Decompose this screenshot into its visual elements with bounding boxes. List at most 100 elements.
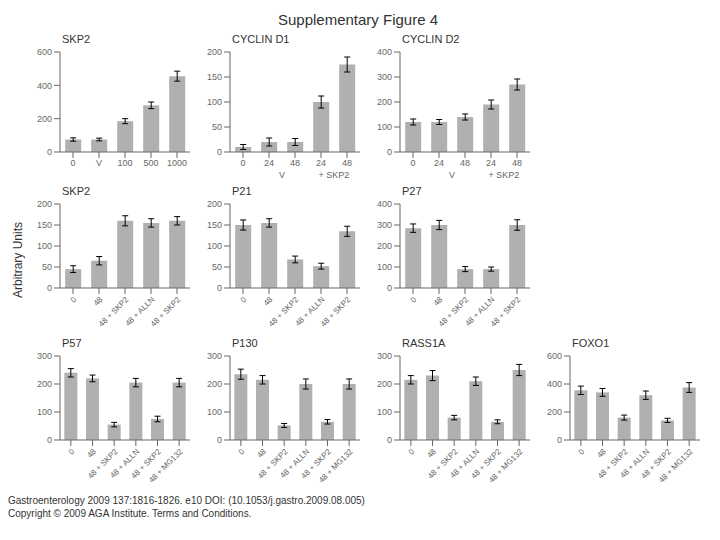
svg-text:600: 600 (547, 351, 562, 361)
svg-text:48: 48 (342, 158, 352, 168)
svg-text:50: 50 (42, 262, 52, 272)
svg-text:24: 24 (264, 158, 274, 168)
svg-text:V: V (96, 158, 102, 168)
svg-text:100: 100 (207, 241, 222, 251)
svg-text:200: 200 (377, 97, 392, 107)
svg-text:50: 50 (212, 262, 222, 272)
svg-text:200: 200 (207, 379, 222, 389)
svg-text:48: 48 (255, 447, 268, 460)
svg-text:48 + SKP2: 48 + SKP2 (256, 447, 290, 481)
svg-text:200: 200 (377, 241, 392, 251)
svg-text:0: 0 (67, 447, 77, 457)
svg-text:100: 100 (117, 158, 132, 168)
svg-text:48: 48 (432, 295, 445, 308)
svg-text:48 + SKP2: 48 + SKP2 (469, 447, 503, 481)
svg-text:48 + SKP2: 48 + SKP2 (436, 295, 471, 329)
svg-text:48 + SKP2: 48 + SKP2 (96, 295, 131, 329)
svg-text:400: 400 (377, 199, 392, 209)
svg-text:200: 200 (37, 379, 52, 389)
svg-text:48 + ALLN: 48 + ALLN (618, 447, 652, 480)
svg-text:48: 48 (595, 447, 608, 460)
svg-text:100: 100 (207, 407, 222, 417)
svg-text:48 + ALLN: 48 + ALLN (278, 447, 312, 480)
svg-text:48 + ALLN: 48 + ALLN (293, 295, 327, 328)
svg-text:200: 200 (547, 407, 562, 417)
svg-text:100: 100 (207, 97, 222, 107)
svg-text:200: 200 (37, 114, 52, 124)
svg-text:300: 300 (377, 72, 392, 82)
svg-text:48 + MG132: 48 + MG132 (147, 447, 185, 485)
svg-text:400: 400 (37, 81, 52, 91)
svg-text:200: 200 (207, 47, 222, 57)
svg-text:0: 0 (217, 283, 222, 293)
svg-text:48 + MG132: 48 + MG132 (487, 447, 525, 485)
svg-text:0: 0 (387, 435, 392, 445)
svg-text:0: 0 (387, 147, 392, 157)
svg-text:48 + SKP2: 48 + SKP2 (149, 295, 183, 329)
svg-text:400: 400 (547, 379, 562, 389)
svg-text:48 + SKP2: 48 + SKP2 (489, 295, 523, 329)
svg-text:24: 24 (434, 158, 444, 168)
svg-text:0: 0 (410, 158, 415, 168)
svg-text:48: 48 (92, 295, 105, 308)
svg-text:0: 0 (69, 295, 79, 305)
svg-text:300: 300 (377, 220, 392, 230)
svg-text:150: 150 (207, 220, 222, 230)
svg-text:200: 200 (207, 199, 222, 209)
svg-text:100: 100 (377, 407, 392, 417)
svg-text:50: 50 (212, 122, 222, 132)
svg-text:48 + SKP2: 48 + SKP2 (596, 447, 630, 481)
html-text:Supplementary Figure 4: Supplementary Figure 4 (278, 11, 438, 28)
svg-text:0: 0 (240, 158, 245, 168)
svg-text:0: 0 (47, 147, 52, 157)
svg-text:100: 100 (37, 241, 52, 251)
svg-text:48 + SKP2: 48 + SKP2 (266, 295, 301, 329)
svg-text:100: 100 (37, 407, 52, 417)
svg-text:48: 48 (425, 447, 438, 460)
svg-text:200: 200 (377, 379, 392, 389)
svg-text:48 + ALLN: 48 + ALLN (108, 447, 142, 480)
svg-text:150: 150 (37, 220, 52, 230)
svg-text:0: 0 (217, 147, 222, 157)
svg-text:100: 100 (377, 262, 392, 272)
svg-text:48 + ALLN: 48 + ALLN (123, 295, 157, 328)
svg-text:0: 0 (577, 447, 587, 457)
svg-text:48 + MG132: 48 + MG132 (317, 447, 355, 485)
svg-text:200: 200 (37, 199, 52, 209)
svg-text:1000: 1000 (167, 158, 187, 168)
svg-text:0: 0 (47, 435, 52, 445)
svg-text:400: 400 (377, 47, 392, 57)
svg-text:48: 48 (262, 295, 275, 308)
svg-text:300: 300 (377, 351, 392, 361)
svg-text:48 + SKP2: 48 + SKP2 (129, 447, 163, 481)
svg-text:0: 0 (239, 295, 249, 305)
svg-text:600: 600 (37, 47, 52, 57)
svg-text:0: 0 (387, 283, 392, 293)
svg-text:48 + ALLN: 48 + ALLN (448, 447, 482, 480)
svg-text:48 + ALLN: 48 + ALLN (463, 295, 497, 328)
svg-text:48 + SKP2: 48 + SKP2 (299, 447, 333, 481)
svg-text:100: 100 (377, 122, 392, 132)
svg-text:0: 0 (557, 435, 562, 445)
svg-text:48 + SKP2: 48 + SKP2 (426, 447, 460, 481)
svg-text:0: 0 (70, 158, 75, 168)
svg-text:0: 0 (407, 447, 417, 457)
svg-text:300: 300 (37, 351, 52, 361)
svg-text:48 + MG132: 48 + MG132 (657, 447, 695, 485)
svg-text:24: 24 (486, 158, 496, 168)
svg-text:48 + SKP2: 48 + SKP2 (86, 447, 120, 481)
svg-text:0: 0 (217, 435, 222, 445)
svg-text:48: 48 (85, 447, 98, 460)
svg-text:150: 150 (207, 72, 222, 82)
svg-text:0: 0 (237, 447, 247, 457)
svg-text:0: 0 (409, 295, 419, 305)
svg-text:0: 0 (47, 283, 52, 293)
svg-text:48: 48 (512, 158, 522, 168)
svg-text:48: 48 (290, 158, 300, 168)
svg-text:48 + SKP2: 48 + SKP2 (639, 447, 673, 481)
svg-text:48: 48 (460, 158, 470, 168)
svg-text:24: 24 (316, 158, 326, 168)
svg-text:300: 300 (207, 351, 222, 361)
svg-text:500: 500 (143, 158, 158, 168)
svg-text:48 + SKP2: 48 + SKP2 (319, 295, 353, 329)
